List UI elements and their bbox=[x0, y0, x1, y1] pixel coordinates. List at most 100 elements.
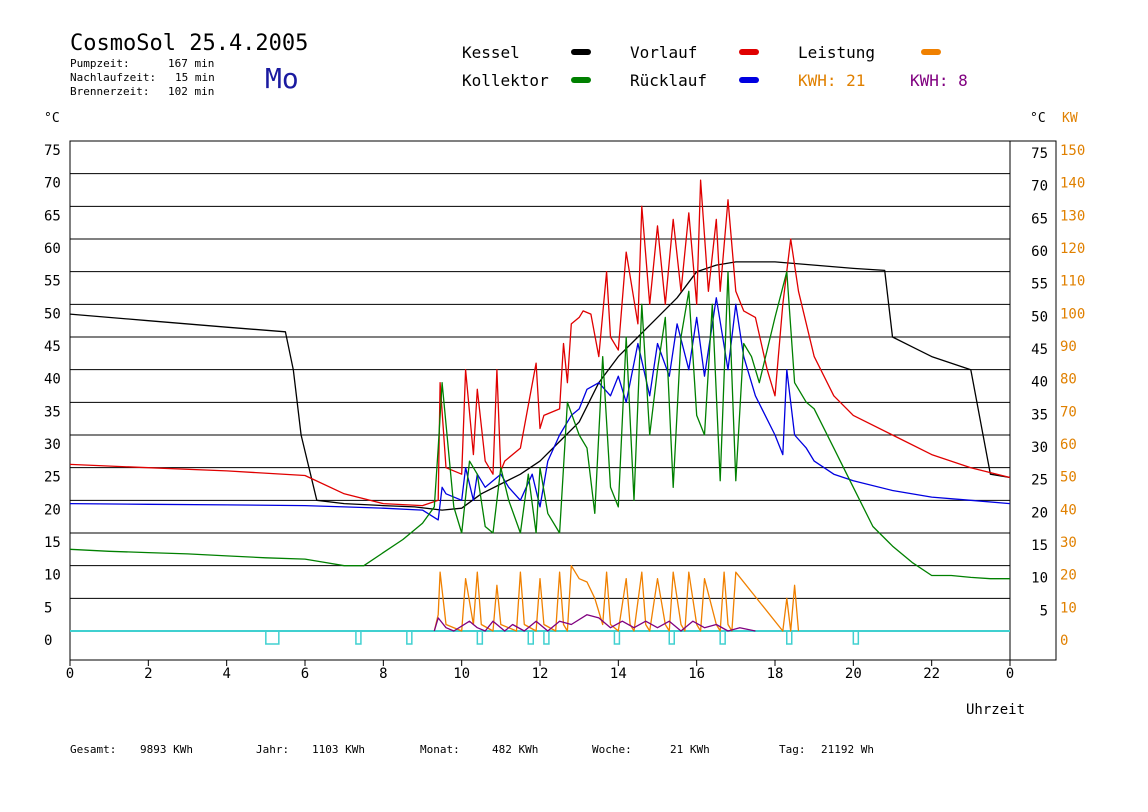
y-tick-label-right-temp: 25 bbox=[1031, 473, 1048, 489]
pump-indicator-row bbox=[70, 630, 1010, 645]
y-axis-unit-right-power: KW bbox=[1062, 111, 1078, 126]
y-tick-label-right-temp: 15 bbox=[1031, 538, 1048, 554]
y-tick-label-right-temp: 5 bbox=[1040, 603, 1048, 619]
stat-value: 167 min bbox=[168, 57, 214, 70]
pump-marker bbox=[613, 630, 621, 645]
y-tick-label-right-power: 50 bbox=[1060, 470, 1077, 486]
footer-label: Gesamt: bbox=[70, 743, 116, 756]
y-tick-label-right-power: 140 bbox=[1060, 176, 1085, 192]
y-tick-label-left: 20 bbox=[44, 502, 61, 518]
y-tick-label-right-power: 0 bbox=[1060, 633, 1068, 649]
y-tick-label-right-power: 80 bbox=[1060, 372, 1077, 388]
series-line-rcklauf bbox=[69, 297, 1011, 521]
y-tick-label-right-power: 30 bbox=[1060, 535, 1077, 551]
y-tick-label-right-power: 100 bbox=[1060, 306, 1085, 322]
pump-marker bbox=[265, 630, 280, 645]
y-tick-label-right-temp: 60 bbox=[1031, 244, 1048, 260]
pump-marker bbox=[786, 630, 793, 645]
y-tick-label-right-power: 110 bbox=[1060, 274, 1085, 290]
chart-title: CosmoSol 25.4.2005 bbox=[70, 31, 308, 56]
pump-marker bbox=[476, 630, 484, 645]
legend-label-kessel: Kessel bbox=[462, 43, 520, 62]
header-stats: Pumpzeit: 167 min Nachlaufzeit: 15 min B… bbox=[70, 57, 215, 98]
y-tick-label-right-power: 150 bbox=[1060, 143, 1085, 159]
pump-marker bbox=[543, 630, 550, 645]
y-tick-label-right-power: 90 bbox=[1060, 339, 1077, 355]
y-axis-unit-right-temp: °C bbox=[1030, 111, 1046, 126]
x-tick-label: 4 bbox=[222, 666, 230, 682]
y-tick-label-right-temp: 30 bbox=[1031, 440, 1048, 456]
pump-marker bbox=[719, 630, 726, 645]
pump-marker bbox=[355, 630, 362, 645]
series-line-kwh bbox=[433, 614, 756, 632]
footer-value: 9893 KWh bbox=[140, 743, 193, 756]
y-tick-label-left: 50 bbox=[44, 306, 61, 322]
series-line-leistung bbox=[433, 565, 800, 632]
y-tick-label-right-power: 20 bbox=[1060, 568, 1077, 584]
series-line-kollektor bbox=[69, 271, 1010, 580]
x-tick-label: 18 bbox=[767, 666, 784, 682]
y-axis-unit-left: °C bbox=[44, 111, 60, 126]
y-tick-label-right-temp: 45 bbox=[1031, 342, 1048, 358]
x-tick-label: 12 bbox=[532, 666, 549, 682]
stat-value: 15 min bbox=[175, 71, 215, 84]
y-ticks-right-temp: 75 70 65 60 55 50 45 40 35 30 25 20 15 10 5 bbox=[1031, 146, 1048, 619]
legend-label-leistung: Leistung bbox=[798, 43, 875, 62]
y-tick-label-right-power: 120 bbox=[1060, 241, 1085, 257]
x-tick-label: 22 bbox=[923, 666, 940, 682]
footer-value: 482 KWh bbox=[492, 743, 538, 756]
footer-totals: Gesamt: 9893 KWh Jahr: 1103 KWh Monat: 4… bbox=[70, 743, 874, 756]
y-tick-label-left: 60 bbox=[44, 241, 61, 257]
series bbox=[69, 179, 1011, 632]
x-axis-label: Uhrzeit bbox=[966, 702, 1025, 718]
legend: Kessel Vorlauf Leistung Kollektor Rückla… bbox=[462, 43, 968, 90]
y-tick-label-left: 10 bbox=[44, 568, 61, 584]
footer-value: 1103 KWh bbox=[312, 743, 365, 756]
pump-marker bbox=[668, 630, 675, 645]
y-tick-label-right-temp: 35 bbox=[1031, 407, 1048, 423]
x-tick-label: 6 bbox=[301, 666, 309, 682]
pump-marker bbox=[406, 630, 413, 645]
x-tick-label: 0 bbox=[1006, 666, 1014, 682]
stat-label: Nachlaufzeit: bbox=[70, 71, 156, 84]
y-tick-label-right-power: 130 bbox=[1060, 208, 1085, 224]
legend-swatch-ruecklauf bbox=[739, 77, 759, 83]
y-tick-label-right-power: 10 bbox=[1060, 600, 1077, 616]
kwh-purple: KWH: 8 bbox=[910, 71, 968, 90]
legend-label-vorlauf: Vorlauf bbox=[630, 43, 697, 62]
x-tick-label: 8 bbox=[379, 666, 387, 682]
y-tick-label-left: 40 bbox=[44, 372, 61, 388]
y-tick-label-right-temp: 40 bbox=[1031, 375, 1048, 391]
y-tick-label-right-power: 60 bbox=[1060, 437, 1077, 453]
y-tick-label-right-temp: 75 bbox=[1031, 146, 1048, 162]
legend-swatch-kessel bbox=[571, 49, 591, 55]
footer-label: Jahr: bbox=[256, 743, 289, 756]
x-tick-label: 14 bbox=[610, 666, 627, 682]
y-tick-label-right-temp: 70 bbox=[1031, 179, 1048, 195]
y-tick-label-right-power: 70 bbox=[1060, 404, 1077, 420]
y-tick-label-left: 55 bbox=[44, 274, 61, 290]
x-tick-label: 10 bbox=[453, 666, 470, 682]
stat-label: Pumpzeit: bbox=[70, 57, 130, 70]
pump-marker bbox=[527, 630, 534, 645]
y-tick-label-right-temp: 55 bbox=[1031, 277, 1048, 293]
y-tick-label-right-temp: 65 bbox=[1031, 211, 1048, 227]
x-tick-label: 16 bbox=[688, 666, 705, 682]
y-tick-label-left: 65 bbox=[44, 208, 61, 224]
x-tick-label: 0 bbox=[66, 666, 74, 682]
kwh-leistung: KWH: 21 bbox=[798, 71, 865, 90]
y-tick-label-left: 70 bbox=[44, 176, 61, 192]
plot-frame bbox=[69, 140, 1057, 661]
stat-label: Brennerzeit: bbox=[70, 85, 149, 98]
x-tick-label: 2 bbox=[144, 666, 152, 682]
legend-label-ruecklauf: Rücklauf bbox=[630, 71, 707, 90]
footer-label: Tag: bbox=[779, 743, 806, 756]
pump-marker bbox=[852, 630, 860, 645]
y-tick-label-right-temp: 10 bbox=[1031, 571, 1048, 587]
stat-value: 102 min bbox=[168, 85, 214, 98]
footer-value: 21 KWh bbox=[670, 743, 710, 756]
footer-label: Monat: bbox=[420, 743, 460, 756]
